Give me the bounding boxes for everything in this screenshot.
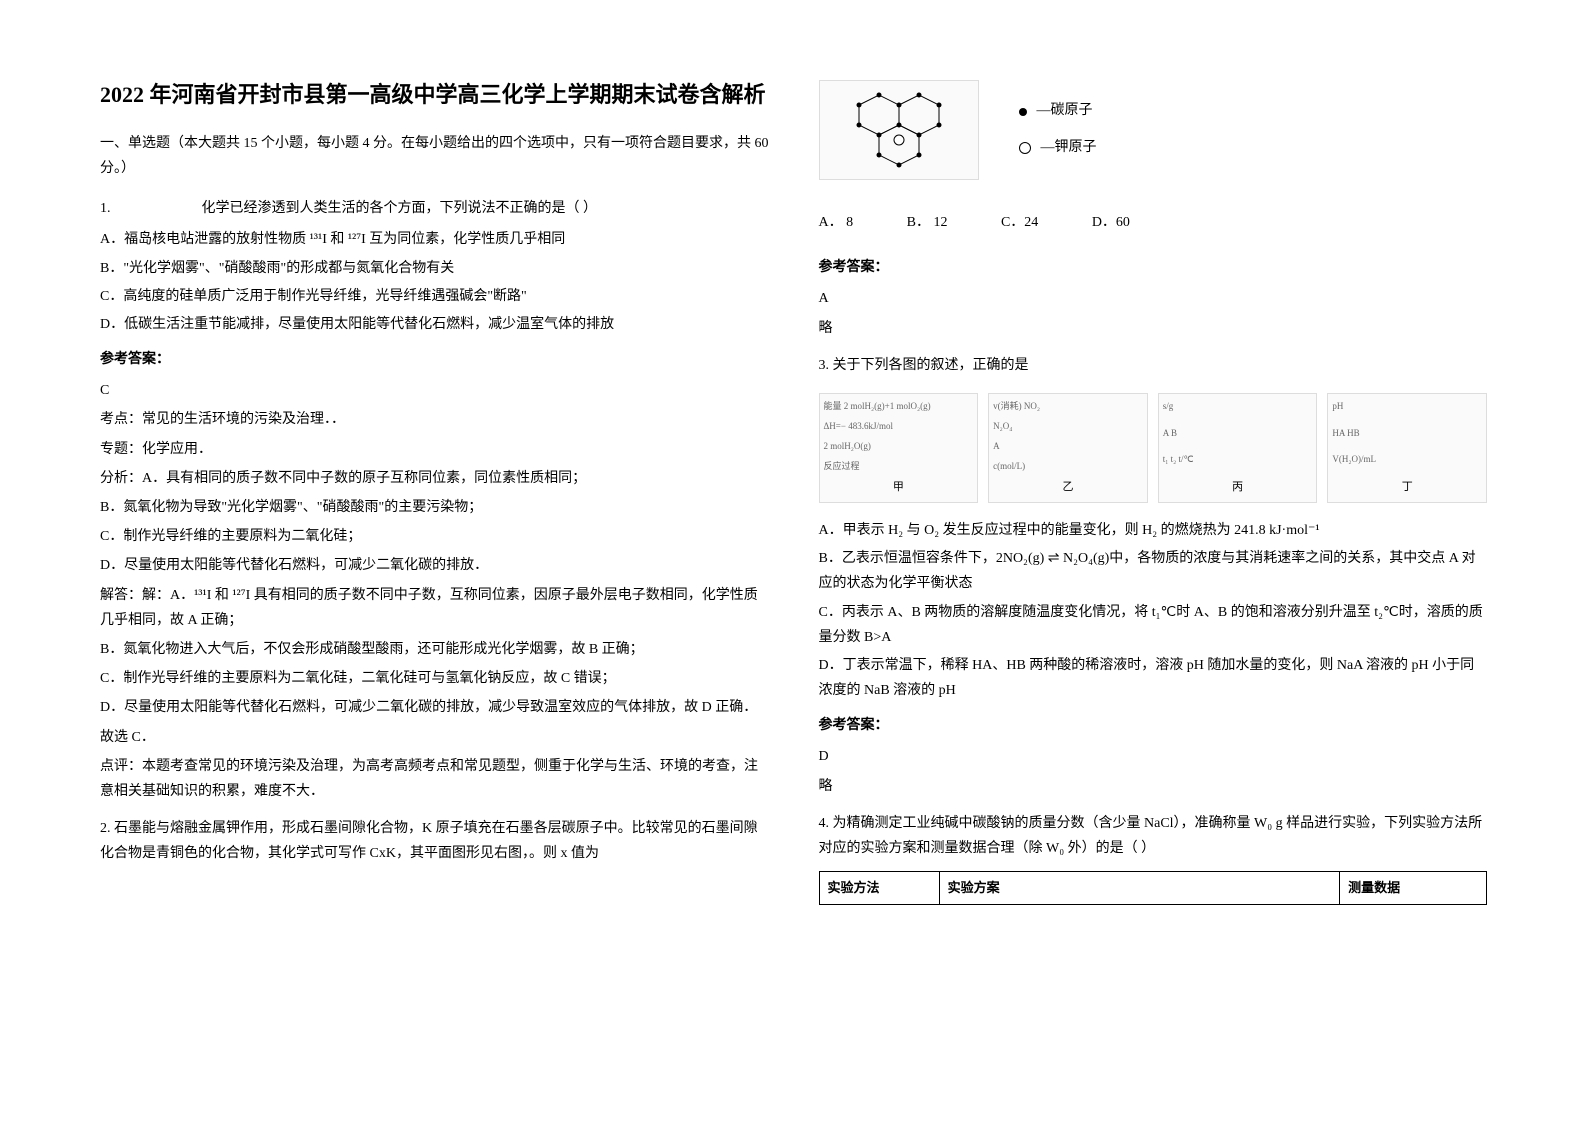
q1-exp: C．制作光导纤维的主要原料为二氧化硅，二氧化硅可与氢氧化钠反应，故 C 错误；: [100, 666, 769, 691]
q4-stem: 4. 为精确测定工业纯碱中碳酸钠的质量分数（含少量 NaCl），准确称量 W₀ …: [819, 811, 1488, 861]
q4-table: 实验方法 实验方案 测量数据: [819, 871, 1488, 904]
q1-exp: D．尽量使用太阳能等代替化石燃料，可减少二氧化碳的排放．: [100, 553, 769, 578]
open-dot-icon: [1019, 142, 1031, 154]
section-header: 一、单选题（本大题共 15 个小题，每小题 4 分。在每小题给出的四个选项中，只…: [100, 131, 769, 181]
page-title: 2022 年河南省开封市县第一高级中学高三化学上学期期末试卷含解析: [100, 80, 769, 111]
q2-figure-row: — 碳原子 — 钾原子: [819, 80, 1488, 180]
q3-option-b: B．乙表示恒温恒容条件下，2NO₂(g) ⇌ N₂O₄(g)中，各物质的浓度与其…: [819, 546, 1488, 596]
q1-exp: 专题：化学应用．: [100, 437, 769, 462]
q2-legend: — 碳原子 — 钾原子: [1019, 90, 1097, 170]
graphite-structure-icon: [819, 80, 979, 180]
q1-exp: B．氮氧化物进入大气后，不仅会形成硝酸型酸雨，还可能形成光化学烟雾，故 B 正确…: [100, 637, 769, 662]
q1-exp: 考点：常见的生活环境的污染及治理．．: [100, 407, 769, 432]
q1-stem: 1. 化学已经渗透到人类生活的各个方面，下列说法不正确的是（ ）: [100, 196, 769, 221]
graph-bing: s/g A B t₁ t₂ t/℃ 丙: [1158, 393, 1318, 503]
q3-answer-header: 参考答案：: [819, 713, 1488, 738]
q3-option-c: C．丙表示 A、B 两物质的溶解度随温度变化情况，将 t₁℃时 A、B 的饱和溶…: [819, 600, 1488, 650]
q2-stem: 2. 石墨能与熔融金属钾作用，形成石墨间隙化合物，K 原子填充在石墨各层碳原子中…: [100, 816, 769, 866]
q2-options: A． 8 B． 12 C．24 D．60: [819, 210, 1488, 235]
q1-exp: 故选 C．: [100, 725, 769, 750]
col-scheme: 实验方案: [939, 872, 1340, 904]
q1-option-a: A．福岛核电站泄露的放射性物质 ¹³¹I 和 ¹²⁷I 互为同位素，化学性质几乎…: [100, 227, 769, 252]
q1-answer-header: 参考答案：: [100, 347, 769, 372]
graph-ding: pH HA HB V(H₂O)/mL 丁: [1327, 393, 1487, 503]
q2-brief: 略: [819, 316, 1488, 341]
col-method: 实验方法: [819, 872, 939, 904]
col-data: 测量数据: [1340, 872, 1487, 904]
graph-jia: 能量 2 molH₂(g)+1 molO₂(g) ΔH=− 483.6kJ/mo…: [819, 393, 979, 503]
q2-answer-header: 参考答案：: [819, 255, 1488, 280]
filled-dot-icon: [1019, 108, 1027, 116]
q1-option-c: C．高纯度的硅单质广泛用于制作光导纤维，光导纤维遇强碱会"断路": [100, 284, 769, 309]
q1-option-b: B．"光化学烟雾"、"硝酸酸雨"的形成都与氮氧化合物有关: [100, 256, 769, 281]
q1-exp: 解答：解：A．¹³¹I 和 ¹²⁷I 具有相同的质子数不同中子数，互称同位素，因…: [100, 583, 769, 633]
q3-answer: D: [819, 744, 1488, 769]
graph-yi: v(消耗) NO₂ N₂O₄ A c(mol/L) 乙: [988, 393, 1148, 503]
q2-answer: A: [819, 286, 1488, 311]
q1-exp: B．氮氧化物为导致"光化学烟雾"、"硝酸酸雨"的主要污染物；: [100, 495, 769, 520]
q3-option-a: A．甲表示 H₂ 与 O₂ 发生反应过程中的能量变化，则 H₂ 的燃烧热为 24…: [819, 518, 1488, 543]
q3-option-d: D．丁表示常温下，稀释 HA、HB 两种酸的稀溶液时，溶液 pH 随加水量的变化…: [819, 653, 1488, 703]
q1-answer: C: [100, 378, 769, 403]
q1-exp: 分析：A．具有相同的质子数不同中子数的原子互称同位素，同位素性质相同；: [100, 466, 769, 491]
q1-exp: 点评：本题考查常见的环境污染及治理，为高考高频考点和常见题型，侧重于化学与生活、…: [100, 754, 769, 804]
q3-brief: 略: [819, 774, 1488, 799]
q3-stem: 3. 关于下列各图的叙述，正确的是: [819, 353, 1488, 378]
table-row: 实验方法 实验方案 测量数据: [819, 872, 1487, 904]
q3-graphs: 能量 2 molH₂(g)+1 molO₂(g) ΔH=− 483.6kJ/mo…: [819, 393, 1488, 503]
q1-option-d: D．低碳生活注重节能减排，尽量使用太阳能等代替化石燃料，减少温室气体的排放: [100, 312, 769, 337]
q1-exp: C．制作光导纤维的主要原料为二氧化硅；: [100, 524, 769, 549]
q1-exp: D．尽量使用太阳能等代替化石燃料，可减少二氧化碳的排放，减少导致温室效应的气体排…: [100, 695, 769, 720]
